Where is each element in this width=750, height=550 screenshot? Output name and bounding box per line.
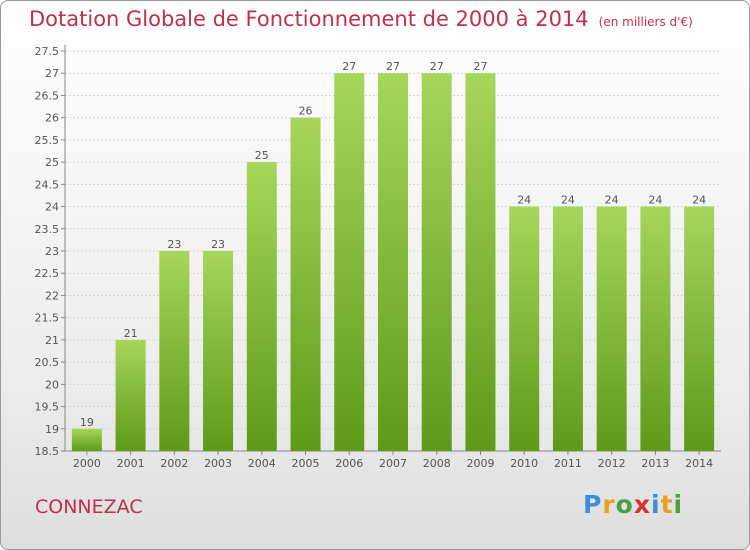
bar bbox=[465, 73, 496, 451]
bar bbox=[640, 206, 671, 451]
y-tick-label: 24.5 bbox=[35, 178, 60, 191]
data-label: 21 bbox=[124, 327, 138, 340]
y-tick-labels: 18.5 19 19.5 20 20.5 21 21.5 22 22.5 23 23.5 24 24.5… bbox=[35, 45, 60, 458]
bar bbox=[552, 206, 583, 451]
y-tick-label: 24 bbox=[45, 201, 59, 214]
bar bbox=[71, 428, 102, 451]
logo-letter: x bbox=[633, 490, 651, 519]
bars bbox=[71, 73, 715, 452]
bar bbox=[421, 73, 452, 451]
y-tick-label: 22.5 bbox=[35, 267, 60, 280]
bar bbox=[159, 251, 190, 451]
x-tick-label: 2004 bbox=[248, 457, 276, 470]
chart-title: Dotation Globale de Fonctionnement de 20… bbox=[29, 7, 693, 31]
y-tick-label: 26.5 bbox=[35, 89, 60, 102]
bar bbox=[509, 206, 540, 451]
x-tick-labels: 2000 2001 2002 2003 2004 2005 2006 2007 2008 2009… bbox=[73, 451, 713, 470]
x-tick-label: 2002 bbox=[160, 457, 188, 470]
data-label: 27 bbox=[386, 60, 400, 73]
y-tick-label: 25.5 bbox=[35, 134, 60, 147]
logo-letter: i bbox=[651, 490, 661, 519]
chart-title-text: Dotation Globale de Fonctionnement de 20… bbox=[29, 7, 589, 31]
y-tick-label: 19.5 bbox=[35, 401, 60, 414]
y-tick-label: 23.5 bbox=[35, 223, 60, 236]
x-tick-label: 2007 bbox=[379, 457, 407, 470]
bar bbox=[684, 206, 715, 451]
data-label: 24 bbox=[692, 194, 706, 207]
x-tick-label: 2003 bbox=[204, 457, 232, 470]
x-tick-label: 2012 bbox=[598, 457, 626, 470]
chart-subtitle: (en milliers d'€) bbox=[598, 15, 693, 29]
logo-letter: i bbox=[673, 490, 684, 519]
y-tick-label: 18.5 bbox=[35, 445, 60, 458]
bar bbox=[290, 117, 321, 452]
logo-letter: t bbox=[660, 490, 674, 519]
logo-letter: r bbox=[602, 490, 616, 519]
data-label: 27 bbox=[342, 60, 356, 73]
y-tick-label: 20 bbox=[45, 378, 59, 391]
data-label: 24 bbox=[561, 194, 575, 207]
x-tick-label: 2005 bbox=[292, 457, 320, 470]
data-label: 27 bbox=[473, 60, 487, 73]
logo-letter: P bbox=[583, 490, 603, 519]
proxiti-logo[interactable]: Proxiti bbox=[583, 490, 683, 519]
bar bbox=[596, 206, 627, 451]
y-tick-label: 21 bbox=[45, 334, 59, 347]
data-label: 19 bbox=[80, 416, 94, 429]
bar bbox=[115, 339, 146, 451]
data-label: 23 bbox=[211, 238, 225, 251]
data-label: 26 bbox=[299, 105, 313, 118]
y-tick-label: 19 bbox=[45, 423, 59, 436]
x-tick-label: 2006 bbox=[335, 457, 363, 470]
commune-name: CONNEZAC bbox=[35, 496, 143, 518]
x-tick-label: 2014 bbox=[685, 457, 713, 470]
x-tick-label: 2008 bbox=[423, 457, 451, 470]
y-tick-label: 23 bbox=[45, 245, 59, 258]
y-tick-label: 22 bbox=[45, 289, 59, 302]
data-label: 24 bbox=[605, 194, 619, 207]
data-label: 27 bbox=[430, 60, 444, 73]
y-tick-label: 25 bbox=[45, 156, 59, 169]
x-tick-label: 2011 bbox=[554, 457, 582, 470]
bar bbox=[378, 73, 408, 451]
bar bbox=[203, 251, 234, 451]
y-tick-label: 21.5 bbox=[35, 312, 60, 325]
data-label: 24 bbox=[648, 194, 662, 207]
x-tick-label: 2013 bbox=[641, 457, 669, 470]
data-labels: 19 21 23 23 25 26 27 27 27 27 24 24 24 24 24 bbox=[80, 60, 706, 429]
y-tick-label: 27.5 bbox=[35, 45, 60, 58]
x-tick-label: 2010 bbox=[510, 457, 538, 470]
y-tick-label: 20.5 bbox=[35, 356, 60, 369]
x-tick-label: 2000 bbox=[73, 457, 101, 470]
bar bbox=[246, 162, 277, 451]
x-tick-label: 2009 bbox=[466, 457, 494, 470]
y-tick-label: 27 bbox=[45, 67, 59, 80]
logo-letter: o bbox=[615, 490, 634, 519]
data-label: 25 bbox=[255, 149, 269, 162]
x-tick-label: 2001 bbox=[117, 457, 145, 470]
bar bbox=[334, 73, 365, 451]
y-tick-label: 26 bbox=[45, 112, 59, 125]
data-label: 24 bbox=[517, 194, 531, 207]
data-label: 23 bbox=[167, 238, 181, 251]
